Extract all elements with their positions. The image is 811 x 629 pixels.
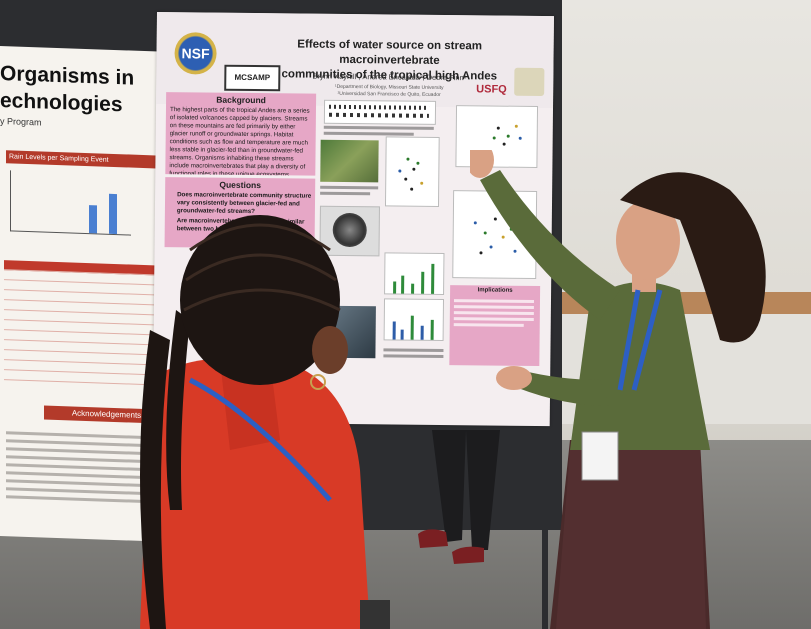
figure-caption xyxy=(320,185,379,190)
bar-plot-blue xyxy=(383,298,445,342)
background-heading: Background xyxy=(216,94,266,106)
rain-bar xyxy=(109,193,117,235)
background-text: The highest parts of the tropical Andes … xyxy=(169,106,310,176)
figure-caption xyxy=(323,125,434,130)
figure-caption xyxy=(383,354,444,359)
questions-heading: Questions xyxy=(219,179,262,191)
board-leg xyxy=(542,500,548,629)
stream-photo xyxy=(320,139,379,183)
viewer-person xyxy=(140,215,390,629)
figure-caption xyxy=(383,348,444,353)
nsf-logo: NSF xyxy=(174,32,217,75)
nmds-plot-1 xyxy=(384,136,440,207)
background-person-legs xyxy=(418,430,500,564)
left-poster-chart-title: Rain Levels per Sampling Event xyxy=(6,150,156,169)
figure-1-strip xyxy=(323,99,437,125)
lab-logo xyxy=(514,67,545,97)
presenter-person xyxy=(470,150,766,629)
figure-caption xyxy=(320,191,371,196)
left-poster-rain-chart xyxy=(10,170,131,236)
usfq-logo: USFQ xyxy=(476,83,507,96)
rain-bar xyxy=(89,205,97,234)
figure-caption xyxy=(323,131,414,136)
left-poster-subtitle: y Program xyxy=(0,116,42,128)
left-poster-title: Organisms in echnologies xyxy=(0,62,135,117)
bar-plot-green xyxy=(384,252,445,296)
